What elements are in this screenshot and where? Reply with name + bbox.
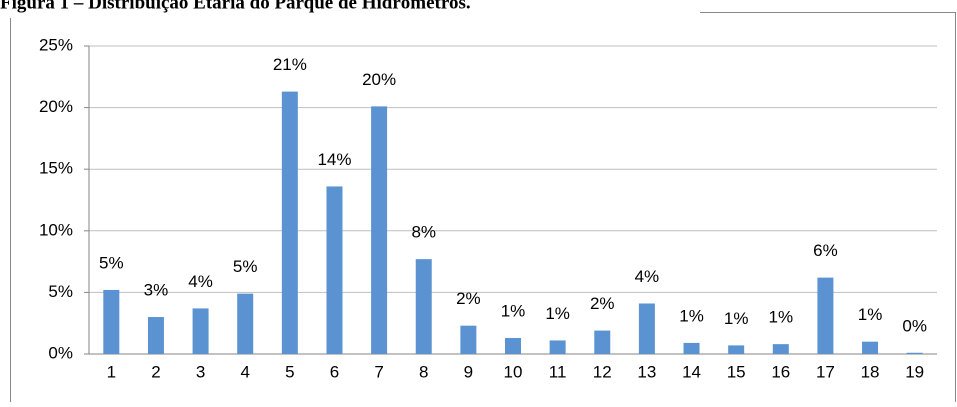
- x-tick-label: 12: [593, 362, 612, 381]
- bar: [103, 289, 120, 354]
- bar: [728, 345, 745, 354]
- bar: [281, 91, 298, 355]
- y-tick-label: 10%: [39, 220, 73, 239]
- x-tick-label: 3: [196, 362, 205, 381]
- data-label: 5%: [99, 253, 124, 272]
- x-tick-label: 19: [905, 362, 924, 381]
- x-tick-label: 8: [419, 362, 428, 381]
- data-label: 20%: [362, 70, 396, 89]
- x-tick-label: 13: [637, 362, 656, 381]
- x-tick-label: 9: [464, 362, 473, 381]
- data-label: 2%: [456, 289, 481, 308]
- data-label: 3%: [144, 281, 169, 300]
- x-tick-label: 4: [240, 362, 249, 381]
- y-tick-label: 25%: [39, 35, 73, 54]
- y-tick-label: 0%: [48, 343, 73, 362]
- data-label: 8%: [411, 223, 436, 242]
- bar: [415, 259, 432, 354]
- x-tick-label: 1: [107, 362, 116, 381]
- x-tick-label: 15: [727, 362, 746, 381]
- data-label: 1%: [545, 304, 570, 323]
- x-tick-label: 14: [682, 362, 701, 381]
- y-tick-label: 20%: [39, 97, 73, 116]
- data-label: 6%: [813, 241, 838, 260]
- chart-title: Figura 1 – Distribuição Etária do Parque…: [0, 0, 471, 13]
- data-label: 1%: [724, 309, 749, 328]
- data-label: 1%: [679, 306, 704, 325]
- data-label: 14%: [317, 150, 351, 169]
- x-tick-label: 10: [504, 362, 523, 381]
- bar: [192, 308, 209, 354]
- bar: [817, 277, 834, 354]
- bar: [549, 340, 566, 354]
- x-tick-label: 2: [151, 362, 160, 381]
- data-label: 0%: [902, 316, 927, 335]
- bar: [460, 325, 477, 354]
- data-label: 5%: [233, 257, 258, 276]
- x-tick-label: 16: [771, 362, 790, 381]
- title-backdrop: [0, 0, 700, 18]
- x-tick-label: 11: [549, 362, 567, 381]
- data-label: 1%: [501, 301, 526, 320]
- bar: [772, 344, 789, 354]
- data-label: 1%: [769, 308, 794, 327]
- x-tick-label: 18: [861, 362, 880, 381]
- data-label: 1%: [858, 305, 883, 324]
- bar: [594, 330, 611, 354]
- bar: [326, 186, 343, 354]
- x-tick-label: 7: [374, 362, 383, 381]
- bar: [371, 106, 388, 354]
- data-label: 4%: [188, 272, 213, 291]
- bar: [505, 337, 521, 354]
- data-label: 21%: [273, 55, 307, 74]
- x-tick-label: 5: [285, 362, 294, 381]
- y-tick-label: 15%: [39, 159, 73, 178]
- x-tick-label: 6: [330, 362, 339, 381]
- data-label: 2%: [590, 294, 615, 313]
- bar: [638, 303, 655, 354]
- bar: [906, 352, 923, 354]
- bar: [862, 341, 879, 354]
- bar: [683, 342, 700, 354]
- bar: [147, 317, 164, 354]
- data-label: 4%: [635, 267, 660, 286]
- y-tick-label: 5%: [48, 282, 73, 301]
- x-tick-label: 17: [816, 362, 835, 381]
- bar: [237, 293, 254, 354]
